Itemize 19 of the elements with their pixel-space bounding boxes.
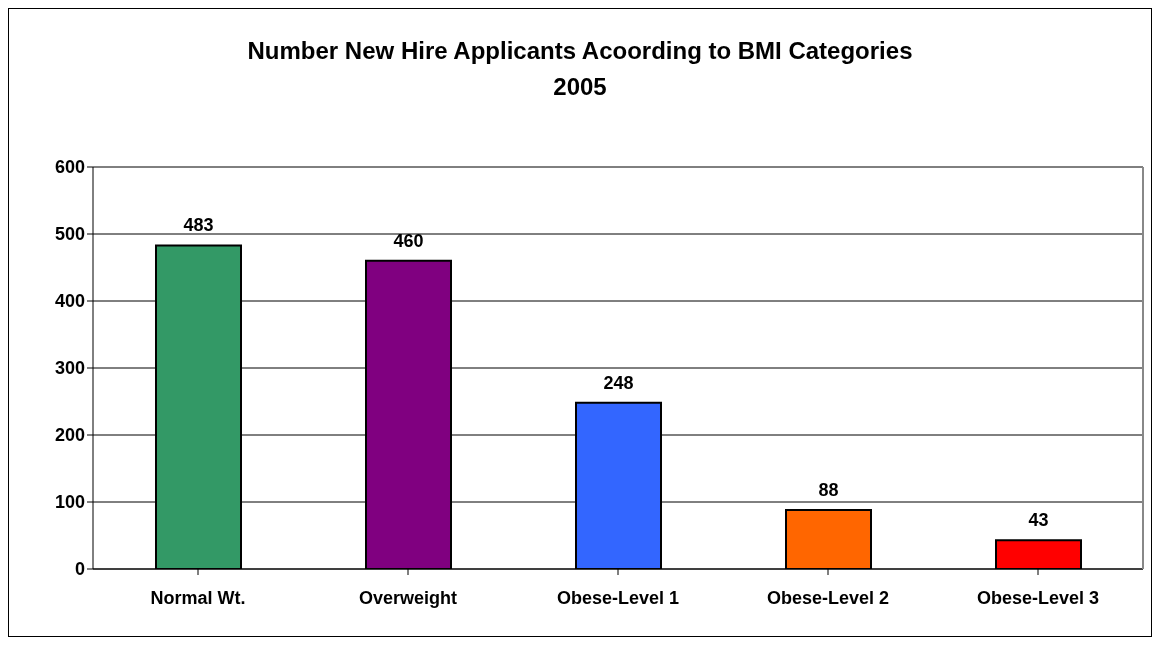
y-tick-label: 500 [54, 224, 85, 245]
y-tick-label: 600 [54, 157, 85, 178]
data-label: 483 [183, 215, 214, 236]
y-tick-label: 400 [54, 291, 85, 312]
data-label: 248 [603, 372, 634, 393]
x-tick-label: Obese-Level 2 [766, 587, 890, 608]
y-tick-label: 300 [54, 358, 85, 379]
data-label: 88 [818, 480, 839, 501]
data-label: 460 [393, 230, 424, 251]
x-tick-label: Obese-Level 3 [976, 587, 1100, 608]
x-tick-label: Normal Wt. [150, 587, 246, 608]
data-label: 43 [1028, 510, 1049, 531]
x-tick-label: Obese-Level 1 [556, 587, 680, 608]
y-tick-label: 0 [74, 559, 85, 580]
chart-title: Number New Hire Applicants Acoording to BMI Categories [246, 36, 914, 66]
x-tick-label: Overweight [358, 587, 458, 608]
y-tick-label: 100 [54, 492, 85, 513]
y-tick-label: 200 [54, 425, 85, 446]
chart-subtitle: 2005 [552, 72, 608, 102]
